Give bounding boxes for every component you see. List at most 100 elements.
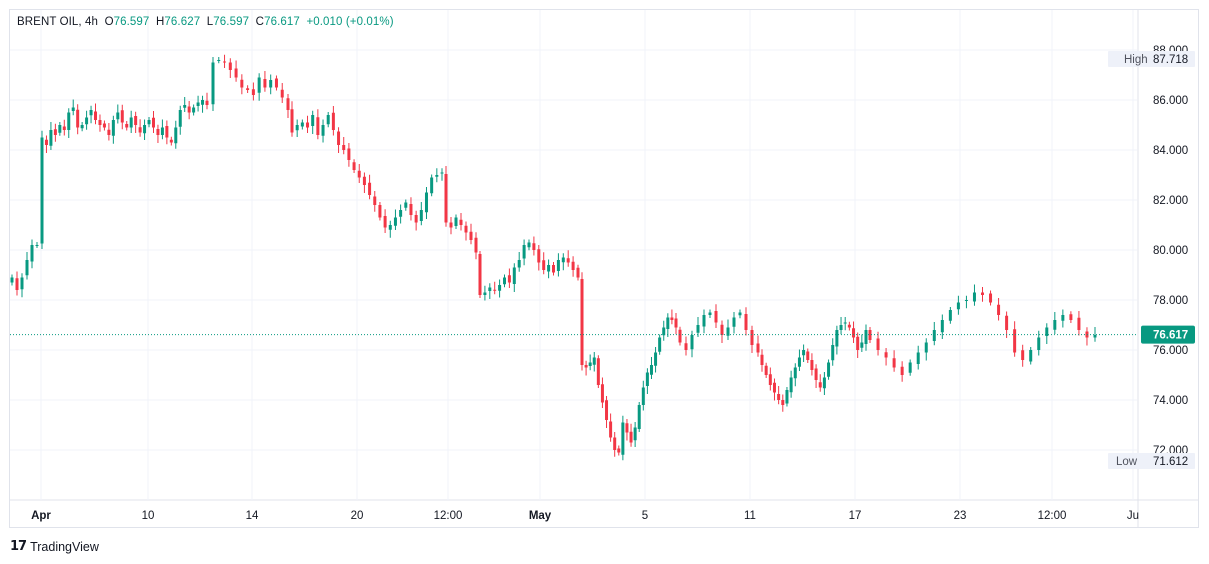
candle-down bbox=[263, 79, 267, 88]
close-value: 76.617 bbox=[264, 16, 300, 28]
candle-down bbox=[156, 129, 160, 135]
time-tick-label: May bbox=[529, 510, 552, 522]
candle-down bbox=[768, 374, 772, 385]
candle-down bbox=[62, 126, 66, 130]
high-value-legend: 76.627 bbox=[164, 16, 201, 28]
candle-down bbox=[98, 120, 102, 125]
candle-up bbox=[326, 115, 330, 125]
candle-up bbox=[948, 310, 952, 321]
candle-down bbox=[997, 304, 1001, 315]
candle-up bbox=[116, 112, 120, 120]
candle-down bbox=[251, 89, 255, 95]
candle-down bbox=[246, 88, 250, 90]
current-price-value: 76.617 bbox=[1153, 330, 1188, 342]
tradingview-brand[interactable]: 17 TradingView bbox=[10, 539, 99, 554]
candle-down bbox=[750, 330, 754, 345]
candle-up bbox=[85, 117, 89, 125]
candle-up bbox=[972, 292, 976, 302]
candle-down bbox=[580, 279, 584, 365]
candle-up bbox=[822, 377, 826, 389]
candle-down bbox=[474, 237, 478, 253]
candle-up bbox=[592, 357, 596, 365]
candle-down bbox=[684, 343, 688, 350]
candle-down bbox=[625, 423, 629, 433]
candle-down bbox=[125, 124, 129, 128]
open-label: O bbox=[104, 16, 114, 28]
candle-down bbox=[764, 365, 768, 375]
candle-down bbox=[234, 68, 238, 78]
candle-up bbox=[517, 260, 521, 268]
price-tick-label: 82.000 bbox=[1153, 195, 1188, 207]
candle-up bbox=[1053, 320, 1057, 330]
candle-up bbox=[633, 427, 637, 441]
candle-down bbox=[856, 336, 860, 350]
candle-down bbox=[414, 215, 418, 223]
current-price-tag: 76.617 bbox=[1141, 325, 1195, 344]
candle-down bbox=[151, 117, 155, 128]
candle-up bbox=[654, 352, 658, 366]
low-marker-bg bbox=[1108, 453, 1195, 469]
candle-up bbox=[147, 120, 151, 125]
candle-up bbox=[311, 115, 315, 126]
candle-up bbox=[257, 77, 261, 93]
candle-down bbox=[1085, 331, 1089, 338]
candle-down bbox=[76, 109, 80, 128]
candle-up bbox=[404, 202, 408, 208]
candle-up bbox=[637, 405, 641, 429]
candle-up bbox=[30, 245, 34, 262]
chart-frame bbox=[9, 9, 1199, 528]
close-label: C bbox=[255, 16, 265, 28]
candle-down bbox=[449, 222, 453, 228]
candle-down bbox=[228, 62, 232, 70]
candle-down bbox=[576, 267, 580, 278]
candle-down bbox=[306, 122, 310, 128]
time-axis: Apr 10 14 20 12:00 May 5 11 17 23 12:00 Ju bbox=[31, 510, 1139, 522]
candle-down bbox=[331, 112, 335, 130]
candle-up bbox=[645, 372, 649, 386]
candle-down bbox=[600, 384, 604, 403]
candle-down bbox=[187, 106, 191, 113]
candle-down bbox=[760, 354, 764, 365]
time-tick-label: 23 bbox=[954, 510, 967, 522]
candle-up bbox=[831, 345, 835, 361]
candle-up bbox=[419, 210, 423, 221]
low-marker: Low 71.612 bbox=[1108, 453, 1195, 469]
candle-down bbox=[280, 89, 284, 98]
candle-up bbox=[908, 362, 912, 373]
candle-down bbox=[165, 126, 169, 138]
candle-down bbox=[674, 318, 678, 328]
candle-down bbox=[169, 139, 173, 143]
candle-up bbox=[527, 242, 531, 248]
candle-down bbox=[316, 117, 320, 135]
candle-down bbox=[337, 131, 341, 145]
candle-down bbox=[444, 174, 448, 223]
candle-down bbox=[720, 324, 724, 335]
time-tick-label: 11 bbox=[744, 510, 756, 522]
candle-down bbox=[989, 293, 993, 303]
candle-up bbox=[641, 387, 645, 405]
symbol-name[interactable]: BRENT OIL bbox=[17, 16, 79, 28]
interval[interactable]: 4h bbox=[85, 16, 98, 28]
candle-up bbox=[843, 322, 847, 324]
candle-down bbox=[670, 317, 674, 320]
candle-up bbox=[588, 362, 592, 366]
candle-down bbox=[613, 437, 617, 450]
candle-up bbox=[174, 127, 178, 144]
candle-up bbox=[183, 105, 187, 108]
candle-down bbox=[15, 278, 19, 290]
candle-down bbox=[566, 258, 570, 263]
candle-down bbox=[362, 176, 366, 185]
candle-up bbox=[835, 330, 839, 347]
candle-down bbox=[542, 260, 546, 270]
candle-down bbox=[223, 61, 227, 63]
candle-up bbox=[399, 210, 403, 217]
price-tick-label: 80.000 bbox=[1153, 245, 1188, 257]
candle-down bbox=[884, 352, 888, 358]
candle-up bbox=[860, 342, 864, 348]
candle-up bbox=[702, 315, 706, 327]
candle-up bbox=[393, 217, 397, 226]
candle-up bbox=[217, 60, 221, 61]
candle-down bbox=[892, 358, 896, 368]
candle-down bbox=[493, 289, 497, 291]
